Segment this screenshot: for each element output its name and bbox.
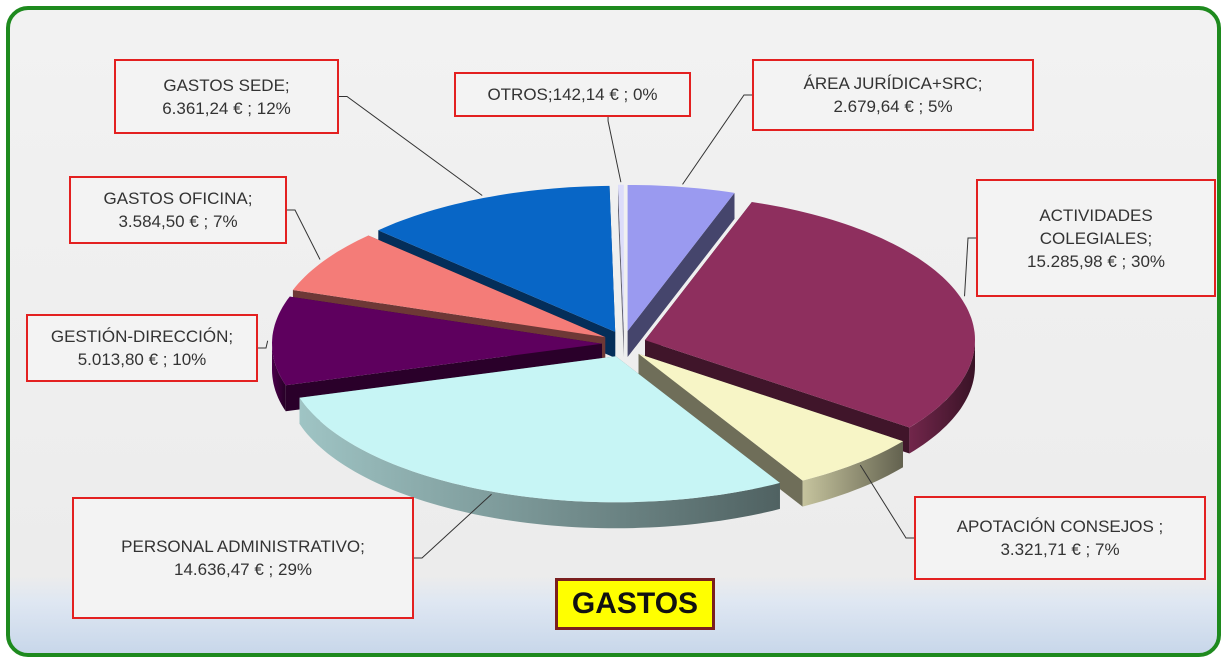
slice bbox=[638, 353, 903, 481]
slice-wall bbox=[618, 184, 624, 357]
data-label: ACTIVIDADES COLEGIALES; 15.285,98 € ; 30% bbox=[976, 179, 1216, 297]
data-label: OTROS; 142,14 € ; 0% bbox=[454, 72, 691, 117]
value-label: 5.013,80 € ; bbox=[77, 350, 168, 369]
chart-frame: GASTOS ÁREA JURÍDICA+SRC; 2.679,64 € ; 5%… bbox=[6, 6, 1221, 657]
leader-line bbox=[964, 237, 976, 297]
slice bbox=[299, 356, 780, 503]
category-label: ÁREA JURÍDICA+SRC; bbox=[803, 74, 983, 93]
value-label: 3.584,50 € ; bbox=[118, 212, 209, 231]
chart-title: GASTOS bbox=[555, 578, 715, 630]
data-label: GASTOS SEDE; 6.361,24 € ; 12% bbox=[114, 59, 339, 134]
leader-line bbox=[682, 94, 752, 185]
leader-line bbox=[287, 209, 321, 260]
percent-label: 5% bbox=[927, 97, 953, 116]
slice-wall bbox=[638, 353, 803, 507]
slice bbox=[272, 296, 602, 386]
data-label: GESTIÓN-DIRECCIÓN; 5.013,80 € ; 10% bbox=[26, 314, 258, 382]
data-label: PERSONAL ADMINISTRATIVO; 14.636,47 € ; 29… bbox=[72, 497, 414, 619]
value-label: 2.679,64 € ; bbox=[833, 97, 924, 116]
slice bbox=[645, 202, 975, 428]
label-values: 5.013,80 € ; 10% bbox=[36, 348, 248, 371]
leader-line bbox=[414, 493, 492, 559]
label-values: 2.679,64 € ; 5% bbox=[762, 95, 1024, 118]
percent-label: 7% bbox=[1094, 540, 1120, 559]
slice-side bbox=[802, 441, 903, 507]
percent-label: 0% bbox=[632, 85, 658, 104]
label-values: 3.321,71 € ; 7% bbox=[924, 538, 1196, 561]
category-label: PERSONAL ADMINISTRATIVO; bbox=[121, 537, 365, 556]
slice-wall bbox=[627, 192, 735, 357]
percent-label: 10% bbox=[172, 350, 207, 369]
leader-line bbox=[607, 117, 622, 183]
category-label: GASTOS OFICINA; bbox=[103, 189, 253, 208]
category-label: GASTOS SEDE; bbox=[163, 75, 290, 95]
category-label: OTROS; bbox=[487, 85, 553, 104]
value-label: 15.285,98 € ; bbox=[1026, 251, 1127, 271]
data-label: GASTOS OFICINA; 3.584,50 € ; 7% bbox=[69, 176, 287, 244]
label-values: 14.636,47 € ; 29% bbox=[82, 558, 404, 581]
data-label: APOTACIÓN CONSEJOS ; 3.321,71 € ; 7% bbox=[914, 496, 1206, 580]
label-values: 142,14 € ; 0% bbox=[553, 83, 658, 106]
category-label: APOTACIÓN CONSEJOS ; bbox=[956, 517, 1164, 536]
percent-label: 30% bbox=[1130, 251, 1166, 271]
label-values: 6.361,24 € ; 12% bbox=[124, 97, 329, 120]
slice-side bbox=[299, 397, 780, 529]
percent-label: 7% bbox=[212, 212, 238, 231]
pie-chart bbox=[258, 94, 976, 559]
slice-side bbox=[909, 340, 975, 454]
category-label: GESTIÓN-DIRECCIÓN; bbox=[50, 327, 234, 346]
data-label: ÁREA JURÍDICA+SRC; 2.679,64 € ; 5% bbox=[752, 59, 1034, 131]
slice bbox=[618, 184, 624, 331]
label-values: 3.584,50 € ; 7% bbox=[79, 210, 277, 233]
slice bbox=[378, 185, 616, 332]
value-label: 6.361,24 € ; bbox=[162, 98, 253, 118]
value-label: 14.636,47 € ; bbox=[173, 560, 274, 579]
leader-line bbox=[859, 464, 914, 539]
slice bbox=[627, 185, 735, 331]
slice bbox=[292, 235, 606, 338]
leader-line bbox=[258, 340, 269, 349]
percent-label: 29% bbox=[277, 560, 313, 579]
value-label: 142,14 € ; bbox=[552, 85, 629, 104]
category-label: ACTIVIDADES COLEGIALES; bbox=[1039, 205, 1153, 248]
label-values: 15.285,98 € ; 30% bbox=[986, 250, 1206, 273]
value-label: 3.321,71 € ; bbox=[1000, 540, 1091, 559]
leader-line bbox=[339, 96, 483, 196]
percent-label: 12% bbox=[256, 98, 291, 118]
slice-side bbox=[272, 343, 286, 412]
